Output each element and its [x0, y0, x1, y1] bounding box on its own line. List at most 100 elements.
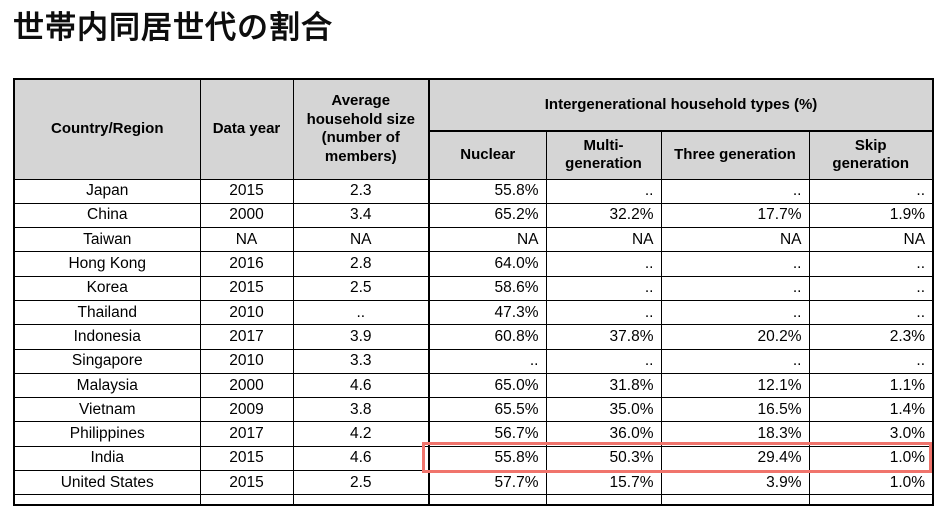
- table-row-india: India 2015 4.6 55.8% 50.3% 29.4% 1.0%: [13, 445, 934, 472]
- cell-nuclear: 65.2%: [428, 202, 547, 229]
- table-header: Country/Region Data year Average househo…: [13, 78, 934, 180]
- cell-country: [13, 494, 201, 506]
- cell-nuclear: 55.8%: [428, 445, 547, 472]
- cell-multi-generation: NA: [545, 227, 662, 253]
- cell-avg-size: 2.5: [292, 275, 430, 301]
- table-row-taiwan: Taiwan NA NA NA NA NA NA: [13, 227, 934, 253]
- cell-country: Hong Kong: [13, 251, 201, 277]
- cell-data-year: 2015: [199, 470, 294, 496]
- cell-country: Taiwan: [13, 227, 201, 253]
- cell-three-generation: 16.5%: [660, 397, 810, 423]
- cell-avg-size: 2.8: [292, 251, 430, 277]
- cell-data-year: 2015: [199, 178, 294, 204]
- cell-avg-size: 3.3: [292, 348, 430, 374]
- cell-three-generation: ..: [660, 299, 810, 326]
- cell-skip-generation: ..: [808, 178, 934, 204]
- cell-avg-size: 3.8: [292, 397, 430, 423]
- cell-nuclear: 60.8%: [428, 324, 547, 350]
- table-row-vietnam: Vietnam 2009 3.8 65.5% 35.0% 16.5% 1.4%: [13, 397, 934, 423]
- cell-country: China: [13, 202, 201, 229]
- page-title: 世帯内同居世代の割合: [13, 10, 333, 45]
- cell-multi-generation: 35.0%: [545, 397, 662, 423]
- cell-avg-size: 4.6: [292, 445, 430, 472]
- cell-three-generation: 18.3%: [660, 421, 810, 447]
- cell-data-year: 2016: [199, 251, 294, 277]
- cell-country: Japan: [13, 178, 201, 204]
- table-row-korea: Korea 2015 2.5 58.6% .. .. ..: [13, 275, 934, 301]
- cell-country: Thailand: [13, 299, 201, 326]
- cell-three-generation: ..: [660, 348, 810, 374]
- cell-avg-size: NA: [292, 227, 430, 253]
- cell-multi-generation: [545, 494, 662, 506]
- cell-data-year: 2000: [199, 202, 294, 229]
- cell-nuclear: 57.7%: [428, 470, 547, 496]
- column-header-three-generation: Three generation: [660, 130, 810, 180]
- table-row-japan: Japan 2015 2.3 55.8% .. .. ..: [13, 178, 934, 204]
- cell-avg-size: 4.6: [292, 372, 430, 399]
- cell-skip-generation: [808, 494, 934, 506]
- cell-data-year: NA: [199, 227, 294, 253]
- column-header-country: Country/Region: [13, 78, 201, 180]
- cell-data-year: 2010: [199, 348, 294, 374]
- cell-country: Singapore: [13, 348, 201, 374]
- cell-nuclear: 58.6%: [428, 275, 547, 301]
- cell-three-generation: [660, 494, 810, 506]
- cell-three-generation: 29.4%: [660, 445, 810, 472]
- cell-data-year: 2015: [199, 445, 294, 472]
- cell-three-generation: 17.7%: [660, 202, 810, 229]
- column-header-data-year: Data year: [199, 78, 294, 180]
- household-types-table: Country/Region Data year Average househo…: [13, 78, 935, 506]
- cell-three-generation: 20.2%: [660, 324, 810, 350]
- cell-skip-generation: 1.0%: [808, 445, 934, 472]
- cell-skip-generation: ..: [808, 299, 934, 326]
- cell-country: Philippines: [13, 421, 201, 447]
- cell-country: Malaysia: [13, 372, 201, 399]
- cell-data-year: 2010: [199, 299, 294, 326]
- cell-multi-generation: 15.7%: [545, 470, 662, 496]
- cell-multi-generation: 36.0%: [545, 421, 662, 447]
- column-header-avg-household-size: Average household size (number of member…: [292, 78, 430, 180]
- column-header-nuclear: Nuclear: [428, 130, 547, 180]
- column-header-multi-generation: Multi-generation: [545, 130, 662, 180]
- cell-data-year: [199, 494, 294, 506]
- table-row-china: China 2000 3.4 65.2% 32.2% 17.7% 1.9%: [13, 202, 934, 229]
- cell-data-year: 2015: [199, 275, 294, 301]
- cell-skip-generation: 1.1%: [808, 372, 934, 399]
- cell-avg-size: [292, 494, 430, 506]
- table-row-hong-kong: Hong Kong 2016 2.8 64.0% .. .. ..: [13, 251, 934, 277]
- cell-three-generation: 3.9%: [660, 470, 810, 496]
- cell-skip-generation: ..: [808, 251, 934, 277]
- table-row-philippines: Philippines 2017 4.2 56.7% 36.0% 18.3% 3…: [13, 421, 934, 447]
- cell-country: India: [13, 445, 201, 472]
- cell-data-year: 2000: [199, 372, 294, 399]
- cell-multi-generation: 50.3%: [545, 445, 662, 472]
- cell-nuclear: 65.5%: [428, 397, 547, 423]
- cell-avg-size: 3.4: [292, 202, 430, 229]
- cell-nuclear: [428, 494, 547, 506]
- table-row-singapore: Singapore 2010 3.3 .. .. .. ..: [13, 348, 934, 374]
- cell-country: Korea: [13, 275, 201, 301]
- cell-skip-generation: ..: [808, 348, 934, 374]
- cell-skip-generation: ..: [808, 275, 934, 301]
- cell-three-generation: ..: [660, 251, 810, 277]
- cell-three-generation: ..: [660, 275, 810, 301]
- cell-country: Vietnam: [13, 397, 201, 423]
- cell-multi-generation: ..: [545, 251, 662, 277]
- cell-multi-generation: 31.8%: [545, 372, 662, 399]
- cell-nuclear: 55.8%: [428, 178, 547, 204]
- column-header-skip-generation: Skip generation: [808, 130, 934, 180]
- cell-avg-size: 2.5: [292, 470, 430, 496]
- cell-multi-generation: 37.8%: [545, 324, 662, 350]
- cell-country: Indonesia: [13, 324, 201, 350]
- cell-avg-size: 3.9: [292, 324, 430, 350]
- table-row-partial: [13, 494, 934, 506]
- cell-avg-size: 4.2: [292, 421, 430, 447]
- cell-nuclear: 64.0%: [428, 251, 547, 277]
- cell-skip-generation: 2.3%: [808, 324, 934, 350]
- cell-skip-generation: 1.0%: [808, 470, 934, 496]
- cell-country: United States: [13, 470, 201, 496]
- cell-skip-generation: NA: [808, 227, 934, 253]
- cell-skip-generation: 3.0%: [808, 421, 934, 447]
- cell-nuclear: NA: [428, 227, 547, 253]
- cell-multi-generation: ..: [545, 348, 662, 374]
